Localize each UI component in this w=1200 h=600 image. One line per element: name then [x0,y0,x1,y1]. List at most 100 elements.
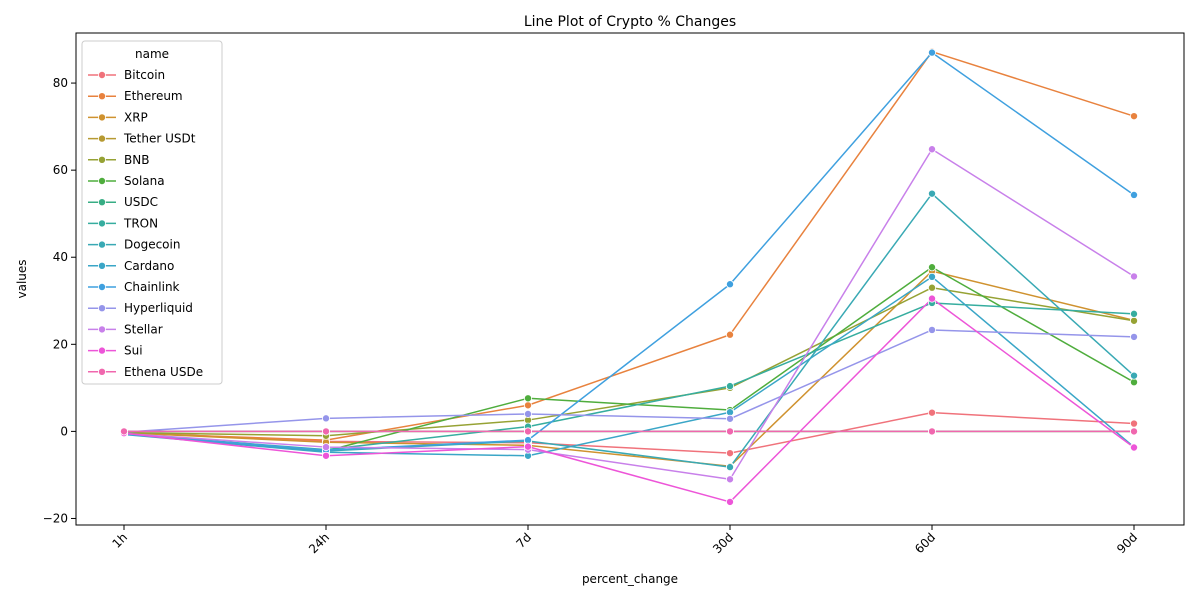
data-point [524,409,533,418]
series-line-2 [123,270,1135,467]
data-point [524,427,533,436]
legend-swatch-marker [98,240,107,249]
data-point [726,280,735,289]
legend: name Bitcoin Ethereum XRP Tether USDt BNB Sol… [81,40,223,385]
x-axis: 1h 24h 7d 30d 60d 90d [109,525,1140,556]
data-point [1130,190,1139,199]
series-line-8 [123,192,1135,468]
x-tick-label: 24h [306,530,332,556]
series-line-1 [123,50,1135,441]
data-point [1130,272,1139,281]
legend-entry-label: Hyperliquid [124,301,193,315]
data-point [1130,371,1139,380]
data-point [726,497,735,506]
data-point [1130,427,1139,436]
y-tick-label: −20 [43,511,68,525]
legend-swatch-marker [98,134,107,143]
legend-entry-label: Solana [124,174,165,188]
data-point [524,442,533,451]
legend-title: name [135,47,169,61]
x-tick-label: 1h [109,530,130,551]
data-point [1130,443,1139,452]
data-point [726,408,735,417]
legend-items: Bitcoin Ethereum XRP Tether USDt BNB Solana US… [88,68,203,379]
series-line-13 [123,297,1135,503]
x-tick-label: 90d [1114,530,1140,556]
plot-points [120,47,1139,506]
data-point [928,145,937,154]
data-point [1130,378,1139,387]
chart-title: Line Plot of Crypto % Changes [524,14,736,30]
legend-entry-label: BNB [124,153,149,167]
y-tick-label: 80 [53,76,68,90]
data-point [1130,112,1139,121]
series-line-0 [123,411,1135,454]
legend-swatch-marker [98,261,107,270]
legend-swatch-marker [98,346,107,355]
data-point [321,414,330,423]
series-line-11 [123,329,1135,434]
legend-swatch-marker [98,113,107,122]
legend-entry-label: Dogecoin [124,238,180,252]
legend-swatch-marker [98,282,107,291]
y-axis: −20 0 20 40 60 80 [43,76,76,525]
legend-entry-label: Chainlink [124,280,180,294]
data-point [120,427,129,436]
data-point [928,427,937,436]
series-line-5 [123,266,1135,452]
data-point [928,294,937,303]
legend-entry-label: Bitcoin [124,68,165,82]
legend-box [81,40,223,385]
series-line-7 [123,302,1135,451]
data-point [928,263,937,272]
data-point [726,475,735,484]
data-point [321,443,330,452]
data-point [928,408,937,417]
data-point [928,272,937,281]
legend-entry-label: Ethena USDe [124,365,203,379]
data-point [1130,419,1139,428]
data-point [928,325,937,334]
data-point [524,394,533,403]
data-point [928,48,937,57]
legend-entry-label: TRON [123,216,158,230]
legend-swatch-marker [98,325,107,334]
data-point [524,401,533,410]
legend-entry-label: USDC [124,195,158,209]
plot-frame [75,32,1185,526]
y-tick-label: 40 [53,250,68,264]
y-tick-label: 0 [60,424,68,438]
legend-swatch-marker [98,92,107,101]
legend-entry-label: XRP [124,110,148,124]
x-tick-label: 30d [710,530,736,556]
legend-swatch-marker [98,155,107,164]
data-point [321,427,330,436]
legend-swatch-marker [98,176,107,185]
legend-swatch-marker [98,198,107,207]
data-point [1130,316,1139,325]
data-point [524,436,533,445]
plot-lines [123,50,1135,503]
legend-entry-label: Stellar [124,322,163,336]
y-tick-label: 60 [53,163,68,177]
data-point [726,382,735,391]
legend-entry-label: Cardano [124,259,174,273]
legend-swatch-marker [98,71,107,80]
data-point [928,283,937,292]
data-point [1130,309,1139,318]
y-axis-label: values [15,259,29,298]
series-line-9 [123,276,1135,457]
legend-entry-label: Sui [124,344,143,358]
data-point [726,414,735,423]
data-point [726,449,735,458]
data-point [928,189,937,198]
series-line-12 [123,148,1135,481]
data-point [726,463,735,472]
data-point [321,451,330,460]
y-tick-label: 20 [53,337,68,351]
data-point [726,330,735,339]
data-point [1130,332,1139,341]
x-tick-label: 60d [912,530,938,556]
x-axis-label: percent_change [582,572,678,586]
